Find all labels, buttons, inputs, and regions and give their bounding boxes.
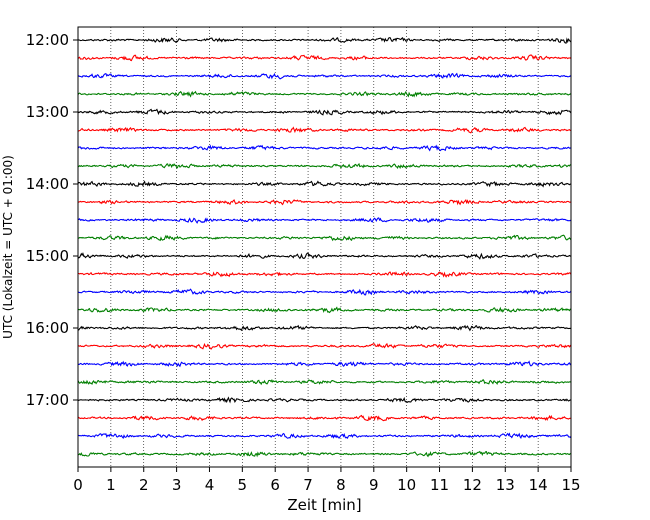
x-tick-label: 8 xyxy=(336,476,346,494)
x-tick-label: 7 xyxy=(303,476,313,494)
y-tick-label: 17:00 xyxy=(26,391,69,409)
trace-1230 xyxy=(77,72,572,80)
trace-1315 xyxy=(77,126,572,134)
trace-1630 xyxy=(77,360,572,368)
trace-1215 xyxy=(77,54,572,62)
trace-1400 xyxy=(77,180,572,188)
x-tick-label: 2 xyxy=(139,476,149,494)
y-tick-label: 15:00 xyxy=(26,247,69,265)
trace-1445 xyxy=(77,234,572,242)
plot-frame xyxy=(77,26,572,468)
traces xyxy=(77,36,572,458)
x-axis-label: Zeit [min] xyxy=(287,496,361,514)
trace-1345 xyxy=(77,163,572,169)
x-tick-label: 9 xyxy=(369,476,379,494)
trace-1645 xyxy=(77,378,572,386)
x-tick-label: 6 xyxy=(270,476,280,494)
trace-1200 xyxy=(77,36,572,44)
trace-1600 xyxy=(77,324,572,332)
trace-1530 xyxy=(77,288,572,296)
trace-1415 xyxy=(77,199,572,206)
x-tick-label: 12 xyxy=(463,476,482,494)
trace-1615 xyxy=(77,342,572,350)
x-tick-label: 11 xyxy=(430,476,449,494)
x-tick-label: 4 xyxy=(205,476,215,494)
trace-1745 xyxy=(77,450,571,458)
trace-1700 xyxy=(77,396,572,404)
trace-1245 xyxy=(77,90,572,98)
y-axis-label: UTC (Lokalzeit = UTC + 01:00) xyxy=(1,155,15,339)
x-tick-label: 13 xyxy=(496,476,515,494)
y-axis: 12:00 13:00 14:00 15:00 16:00 17:00 xyxy=(26,31,78,409)
x-axis: 0 1 2 3 4 5 6 7 8 9 10 11 12 13 14 15 xyxy=(73,467,581,494)
y-tick-label: 13:00 xyxy=(26,103,69,121)
x-tick-label: 0 xyxy=(73,476,83,494)
x-tick-label: 5 xyxy=(238,476,248,494)
trace-1430 xyxy=(77,217,572,224)
x-tick-label: 14 xyxy=(529,476,548,494)
grid-lines xyxy=(110,27,539,467)
trace-1730 xyxy=(77,432,572,440)
trace-1500 xyxy=(77,252,572,260)
x-tick-label: 3 xyxy=(172,476,182,494)
x-tick-label: 10 xyxy=(397,476,416,494)
trace-1300 xyxy=(77,108,572,116)
trace-1715 xyxy=(77,414,572,422)
y-tick-label: 12:00 xyxy=(26,31,69,49)
trace-1330 xyxy=(77,144,572,152)
x-tick-label: 15 xyxy=(561,476,580,494)
x-tick-label: 1 xyxy=(106,476,116,494)
trace-1515 xyxy=(78,271,572,278)
y-tick-label: 14:00 xyxy=(26,175,69,193)
trace-1545 xyxy=(77,306,572,314)
y-tick-label: 16:00 xyxy=(26,319,69,337)
